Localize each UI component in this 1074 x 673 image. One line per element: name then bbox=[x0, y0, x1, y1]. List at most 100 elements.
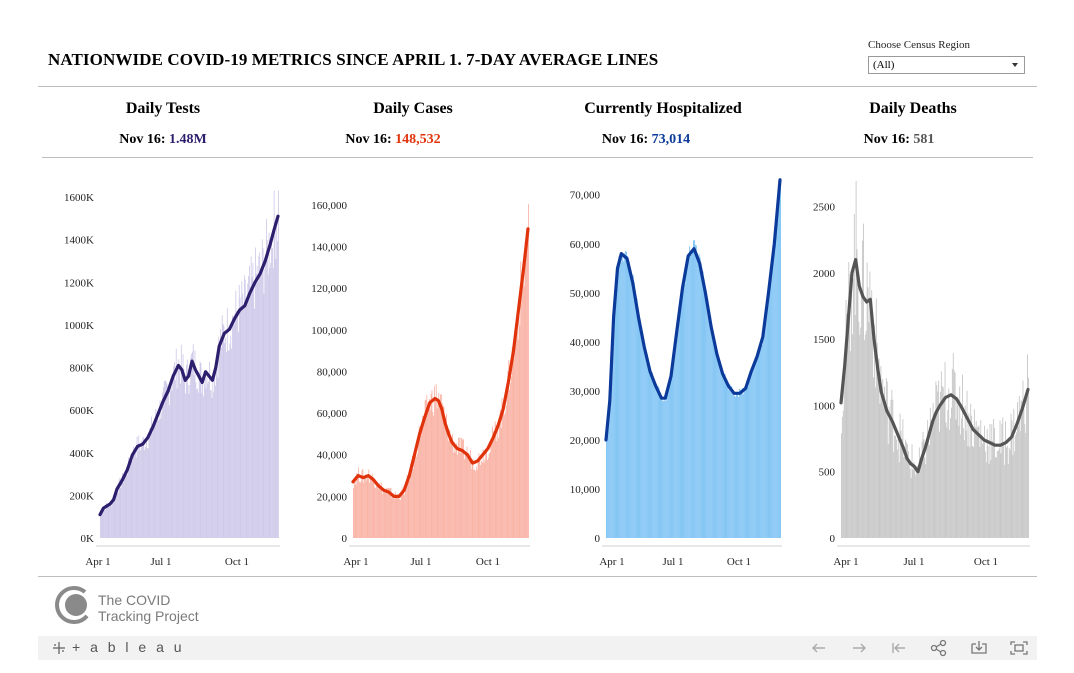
daily-bar bbox=[771, 267, 773, 538]
daily-bar bbox=[642, 333, 644, 538]
daily-bar bbox=[356, 473, 358, 538]
daily-bar bbox=[125, 469, 127, 538]
daily-bar bbox=[950, 418, 951, 538]
daily-bar bbox=[841, 433, 842, 538]
daily-bar bbox=[736, 394, 737, 538]
daily-bar bbox=[180, 383, 181, 538]
daily-bar bbox=[428, 398, 430, 538]
daily-bar bbox=[994, 427, 995, 538]
daily-bar bbox=[180, 344, 182, 538]
daily-bar bbox=[271, 234, 273, 538]
daily-bar bbox=[731, 386, 733, 538]
daily-bar bbox=[156, 418, 158, 538]
daily-bar bbox=[127, 474, 129, 538]
daily-bar bbox=[242, 294, 244, 538]
daily-bar bbox=[468, 453, 470, 538]
redo-icon[interactable] bbox=[848, 638, 870, 658]
x-tick-label: Jul 1 bbox=[903, 556, 924, 568]
undo-icon[interactable] bbox=[808, 638, 830, 658]
daily-bar bbox=[911, 444, 913, 538]
daily-bar bbox=[890, 400, 892, 538]
daily-bar bbox=[188, 393, 190, 538]
daily-bar bbox=[516, 331, 518, 538]
daily-bar bbox=[411, 456, 413, 538]
daily-bar bbox=[913, 462, 915, 538]
daily-bar bbox=[225, 337, 227, 538]
chart-daily-cases[interactable]: 0 20,000 40,000 60,000 80,000 100,000 120,000 1… bbox=[288, 168, 538, 573]
daily-bar bbox=[868, 322, 870, 538]
daily-bar bbox=[166, 383, 168, 538]
fullscreen-icon[interactable] bbox=[1008, 638, 1030, 658]
daily-bar bbox=[705, 296, 707, 538]
x-tick-label: Oct 1 bbox=[476, 556, 500, 568]
region-filter-label: Choose Census Region bbox=[868, 39, 971, 51]
daily-bar bbox=[383, 488, 385, 538]
daily-bar bbox=[515, 341, 517, 538]
daily-bar bbox=[667, 388, 669, 538]
daily-bar bbox=[957, 405, 959, 538]
region-select-value: (All) bbox=[873, 59, 895, 71]
daily-bars bbox=[353, 204, 529, 539]
chart-daily-deaths[interactable]: 0 500 1000 1500 2000 2500 Apr 1 Jul 1 Oct 1 bbox=[788, 168, 1038, 573]
daily-bar bbox=[678, 313, 680, 538]
daily-bar bbox=[610, 382, 612, 538]
daily-bar bbox=[263, 293, 265, 538]
daily-bar bbox=[169, 390, 171, 538]
daily-bar bbox=[473, 469, 475, 538]
daily-bar bbox=[148, 437, 150, 538]
daily-bar bbox=[1022, 380, 1024, 538]
daily-bar bbox=[704, 289, 706, 538]
panel-title-hospitalized: Currently Hospitalized bbox=[584, 100, 742, 117]
chart-daily-tests[interactable]: 0K 200K 400K 600K 800K 1000K 1200K 1400K 1600K Ap… bbox=[38, 168, 288, 573]
region-select[interactable]: (All) bbox=[868, 56, 1025, 74]
dashboard-title: NATIONWIDE COVID-19 METRICS SINCE APRIL … bbox=[48, 50, 659, 69]
daily-bar bbox=[267, 274, 269, 538]
daily-bar bbox=[962, 428, 964, 538]
daily-bar bbox=[921, 441, 923, 538]
daily-bar bbox=[221, 315, 223, 538]
daily-bar bbox=[464, 453, 466, 538]
daily-bar bbox=[354, 479, 356, 538]
daily-bar bbox=[255, 247, 256, 538]
daily-bar bbox=[489, 452, 491, 538]
y-tick-label: 70,000 bbox=[570, 190, 601, 202]
daily-bar bbox=[956, 399, 958, 538]
daily-bar bbox=[454, 452, 456, 538]
download-icon[interactable] bbox=[968, 638, 990, 658]
revert-icon[interactable] bbox=[888, 638, 910, 658]
daily-bar bbox=[247, 283, 249, 538]
daily-bar bbox=[420, 436, 422, 538]
daily-bar bbox=[474, 469, 476, 538]
daily-bar bbox=[918, 468, 919, 538]
daily-bar bbox=[725, 381, 727, 538]
daily-bar bbox=[353, 488, 354, 538]
daily-bar bbox=[458, 437, 459, 538]
daily-bar bbox=[115, 493, 117, 538]
daily-bar bbox=[239, 297, 241, 538]
daily-bar bbox=[499, 409, 501, 538]
daily-bar bbox=[726, 379, 728, 538]
daily-bar bbox=[261, 239, 263, 539]
daily-bar bbox=[895, 435, 896, 538]
daily-bar bbox=[504, 414, 505, 538]
daily-bar bbox=[750, 376, 752, 538]
daily-bar bbox=[493, 431, 494, 538]
daily-bar bbox=[213, 392, 215, 538]
chevron-down-icon[interactable] bbox=[1012, 63, 1018, 67]
daily-bar bbox=[396, 496, 398, 538]
share-icon[interactable] bbox=[928, 638, 950, 658]
daily-bar bbox=[268, 232, 270, 538]
daily-bar bbox=[417, 453, 418, 538]
daily-bar bbox=[408, 478, 410, 538]
y-tick-label: 1400K bbox=[64, 235, 94, 247]
daily-bar bbox=[358, 481, 360, 538]
chart-currently-hospitalized[interactable]: 0 10,000 20,000 30,000 40,000 50,000 60,000 70,… bbox=[538, 168, 788, 573]
daily-bar bbox=[751, 373, 753, 538]
daily-bar bbox=[510, 376, 512, 538]
daily-bar bbox=[864, 334, 866, 538]
daily-bar bbox=[401, 487, 403, 538]
daily-bar bbox=[192, 344, 194, 538]
y-tick-label: 10,000 bbox=[570, 484, 601, 496]
daily-bar bbox=[364, 474, 366, 538]
y-tick-label: 20,000 bbox=[570, 435, 601, 447]
